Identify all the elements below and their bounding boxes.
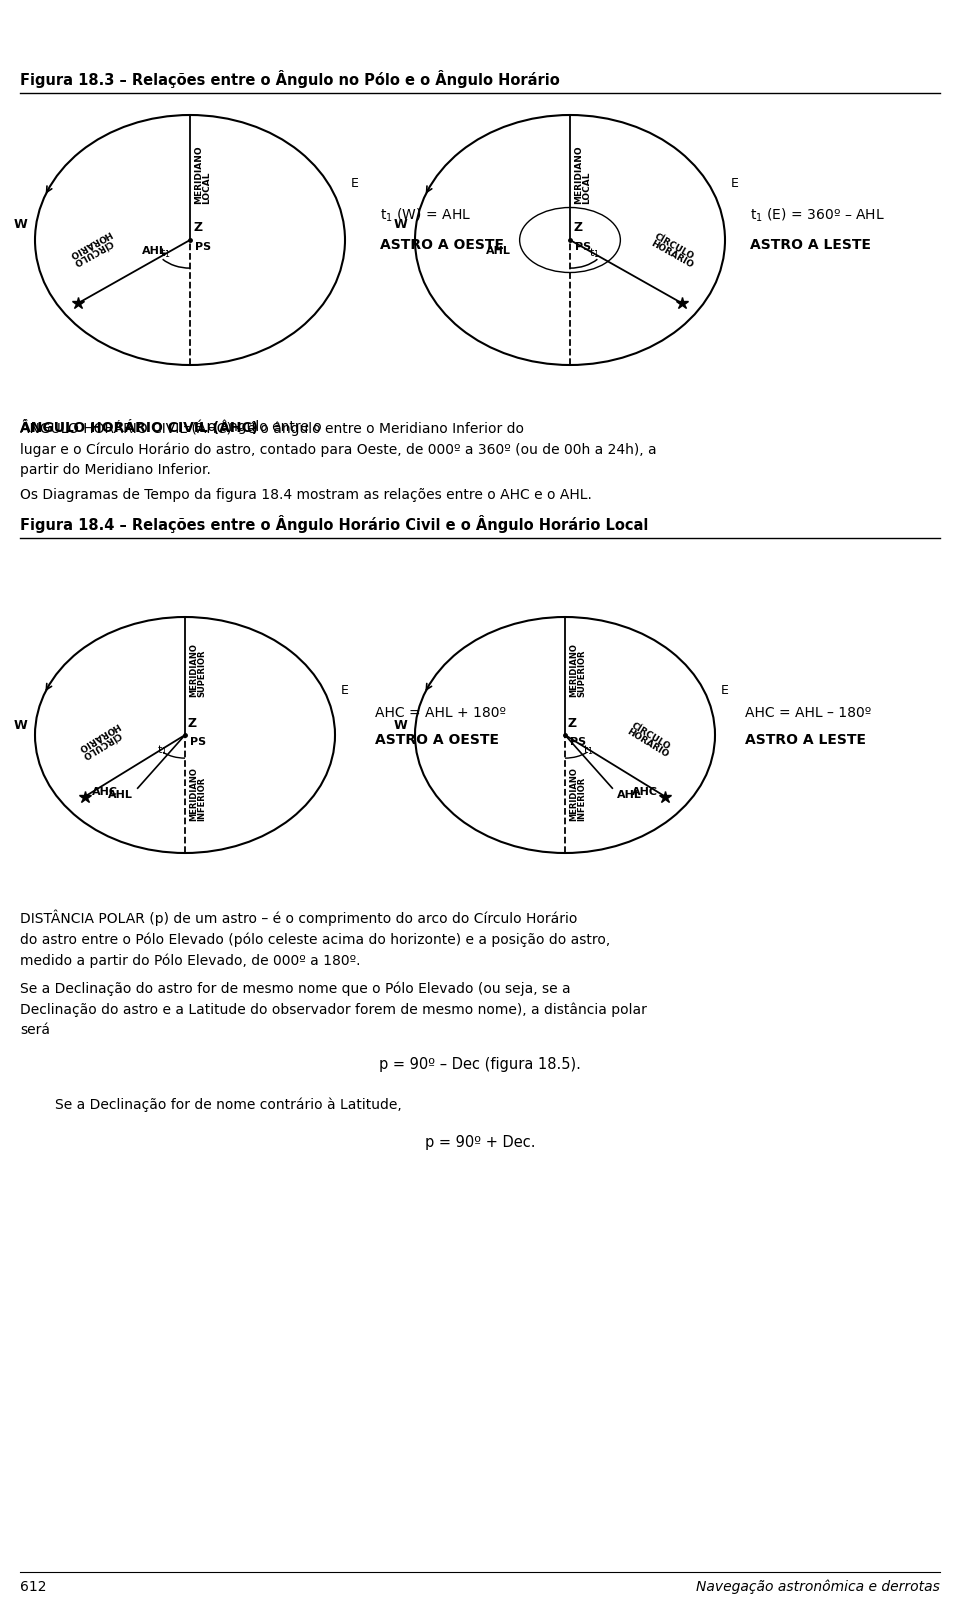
Text: Sistemas de Coordenadas: Sistemas de Coordenadas <box>17 13 251 27</box>
Text: AHC = AHL – 180º: AHC = AHL – 180º <box>745 706 872 719</box>
Text: a 24: a 24 <box>20 456 55 469</box>
Text: PS: PS <box>195 242 211 252</box>
Text: CÍRCULO
HORÁRIO: CÍRCULO HORÁRIO <box>649 232 699 269</box>
Text: Figura 18.3 – Relações entre o Ângulo no Pólo e o Ângulo Horário: Figura 18.3 – Relações entre o Ângulo no… <box>20 69 560 89</box>
Text: AHC: AHC <box>92 787 118 797</box>
Text: Z: Z <box>188 718 197 731</box>
Text: Se a Declinação do astro for de mesmo nome que o Pólo Elevado (ou seja, se a
Dec: Se a Declinação do astro for de mesmo no… <box>20 982 647 1037</box>
Text: W: W <box>13 719 27 732</box>
Text: do astro, contado para: do astro, contado para <box>204 439 371 452</box>
Text: MERIDIANO
LOCAL: MERIDIANO LOCAL <box>574 145 591 205</box>
Text: E: E <box>721 684 729 697</box>
Text: AHL: AHL <box>486 247 511 256</box>
Text: Z: Z <box>194 221 204 234</box>
Text: Se a Declinação for de nome contrário à Latitude,: Se a Declinação for de nome contrário à … <box>55 1097 401 1111</box>
Text: do: do <box>547 419 568 434</box>
Text: ÂNGULO HORÁRIO CIVIL (AHC) – é o ângulo entre o Meridiano Inferior do
lugar e o : ÂNGULO HORÁRIO CIVIL (AHC) – é o ângulo … <box>20 419 657 477</box>
Text: t$_1$: t$_1$ <box>589 247 600 260</box>
Text: ), a partir do: ), a partir do <box>55 456 147 469</box>
Text: ASTRO A OESTE: ASTRO A OESTE <box>380 239 504 252</box>
Text: Navegação astronômica e derrotas: Navegação astronômica e derrotas <box>696 1581 940 1595</box>
Text: – é o ângulo entre o: – é o ângulo entre o <box>179 419 325 434</box>
Text: – é o ângulo entre o: – é o ângulo entre o <box>258 419 405 434</box>
Text: t$_1$ (W) = AHL: t$_1$ (W) = AHL <box>380 206 471 224</box>
Text: AHL: AHL <box>142 247 167 256</box>
Text: ASTRO A LESTE: ASTRO A LESTE <box>745 732 866 747</box>
Text: t$_1$ (E) = 360º – AHL: t$_1$ (E) = 360º – AHL <box>750 206 885 224</box>
Text: W: W <box>13 218 27 232</box>
Text: p = 90º + Dec.: p = 90º + Dec. <box>424 1136 536 1150</box>
Text: Z: Z <box>574 221 583 234</box>
Text: Os Diagramas de Tempo da figura 18.4 mostram as relações entre o AHC e o AHL.: Os Diagramas de Tempo da figura 18.4 mos… <box>20 489 592 502</box>
Text: CÍRCULO
HORÁRIO: CÍRCULO HORÁRIO <box>625 721 674 760</box>
Text: MERIDIANO
LOCAL: MERIDIANO LOCAL <box>194 145 211 205</box>
Text: ASTRO A LESTE: ASTRO A LESTE <box>750 239 871 252</box>
Text: lugar e o: lugar e o <box>20 439 86 452</box>
Text: Meridiano Inferior: Meridiano Inferior <box>147 456 288 469</box>
Text: AHL: AHL <box>617 790 642 800</box>
Text: ÂNGULO HORÁRIO CIVIL (AHC): ÂNGULO HORÁRIO CIVIL (AHC) <box>20 419 258 436</box>
Text: MERIDIANO
SUPERIOR: MERIDIANO SUPERIOR <box>569 644 586 697</box>
Text: MERIDIANO
SUPERIOR: MERIDIANO SUPERIOR <box>189 644 206 697</box>
Text: ASTRO A OESTE: ASTRO A OESTE <box>375 732 499 747</box>
Text: PS: PS <box>575 242 591 252</box>
Text: t$_1$: t$_1$ <box>160 247 171 260</box>
Text: MERIDIANO
INFERIOR: MERIDIANO INFERIOR <box>189 768 206 821</box>
Text: CÍRCULO
HORÁRIO: CÍRCULO HORÁRIO <box>76 721 125 760</box>
Text: t$_1$: t$_1$ <box>583 744 593 756</box>
Text: AHL: AHL <box>108 790 132 800</box>
Bar <box>0 400 960 481</box>
Text: W: W <box>394 218 407 232</box>
Text: CÍRCULO
HORÁRIO: CÍRCULO HORÁRIO <box>67 229 116 266</box>
Text: W: W <box>394 719 407 732</box>
Text: p = 90º – Dec (figura 18.5).: p = 90º – Dec (figura 18.5). <box>379 1057 581 1073</box>
Text: Oeste: Oeste <box>371 439 417 452</box>
Text: 612: 612 <box>20 1581 46 1594</box>
Text: AHC = AHL + 180º: AHC = AHL + 180º <box>375 706 506 719</box>
Text: Meridiano Inferior: Meridiano Inferior <box>405 419 547 434</box>
Text: MERIDIANO
INFERIOR: MERIDIANO INFERIOR <box>569 768 586 821</box>
Text: , de 000º a 360º (ou de 00: , de 000º a 360º (ou de 00 <box>417 439 601 452</box>
Text: E: E <box>731 177 739 190</box>
Text: DISTÂNCIA POLAR (p) de um astro – é o comprimento do arco do Círculo Horário
do : DISTÂNCIA POLAR (p) de um astro – é o co… <box>20 910 611 968</box>
Text: .: . <box>288 456 293 469</box>
Text: E: E <box>351 177 359 190</box>
Text: t$_1$: t$_1$ <box>156 744 167 756</box>
Text: PS: PS <box>570 737 587 747</box>
Text: Círculo Horário: Círculo Horário <box>86 439 204 452</box>
Text: h: h <box>49 452 56 461</box>
Text: AHC: AHC <box>632 787 658 797</box>
Text: h: h <box>488 434 494 444</box>
Text: Figura 18.4 – Relações entre o Ângulo Horário Civil e o Ângulo Horário Local: Figura 18.4 – Relações entre o Ângulo Ho… <box>20 515 648 532</box>
Text: ÂNGULO HORÁRIO CIVIL (AHC): ÂNGULO HORÁRIO CIVIL (AHC) <box>20 419 258 436</box>
Text: Z: Z <box>568 718 577 731</box>
Text: PS: PS <box>190 737 206 747</box>
Text: E: E <box>341 684 348 697</box>
